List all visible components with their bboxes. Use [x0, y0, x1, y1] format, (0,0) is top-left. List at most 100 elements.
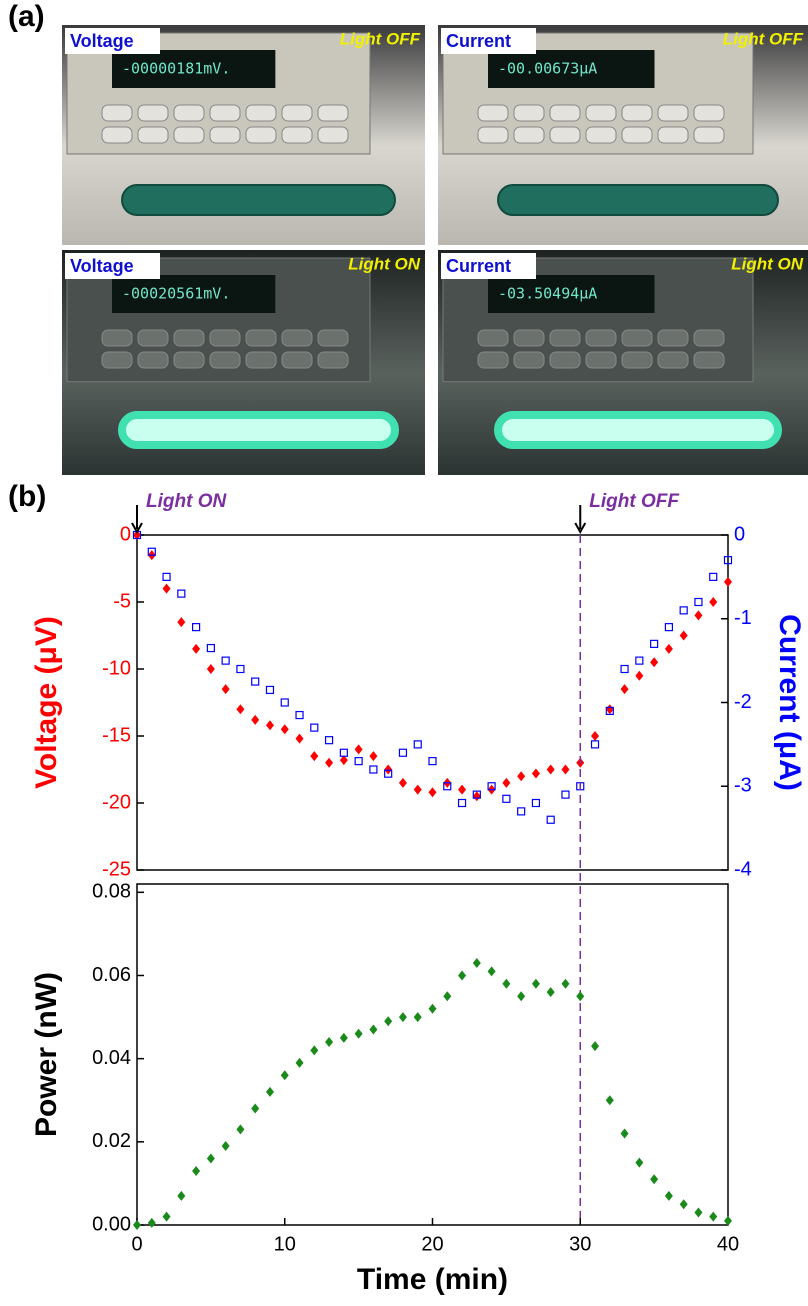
data-point — [251, 1103, 260, 1114]
meter-button — [621, 126, 653, 144]
data-point — [635, 656, 644, 665]
annotation: Light ON — [146, 491, 227, 512]
x-tick-label: 0 — [131, 1233, 142, 1255]
meter-button — [245, 104, 277, 122]
data-point — [339, 748, 348, 757]
meter-button — [693, 329, 725, 347]
y-axis-label: Power (nW) — [30, 972, 63, 1137]
data-point — [694, 610, 703, 621]
meter-button — [137, 104, 169, 122]
meter-button — [209, 329, 241, 347]
data-point — [177, 1190, 186, 1201]
data-point — [472, 790, 481, 799]
meter-button — [317, 329, 349, 347]
meter-button — [101, 351, 133, 369]
light-tube — [494, 411, 782, 449]
data-point — [531, 798, 541, 808]
data-point — [147, 547, 156, 556]
photo-label: Voltage — [70, 256, 134, 276]
meter-button — [281, 126, 313, 144]
data-point — [724, 1215, 732, 1226]
data-point — [664, 623, 674, 632]
meter-button — [173, 351, 205, 369]
data-point — [413, 740, 422, 749]
meter-button — [585, 351, 617, 369]
label-box — [65, 28, 160, 54]
data-point — [709, 1211, 718, 1222]
y-tick-label: 0.02 — [92, 1130, 131, 1152]
data-point — [650, 657, 659, 668]
data-point — [679, 1199, 688, 1210]
meter-reading: -00000181mV. — [122, 60, 230, 78]
data-point — [280, 724, 289, 735]
meter-button — [209, 126, 241, 144]
data-point — [384, 769, 393, 778]
y2-tick-label: 0 — [734, 523, 745, 545]
data-point — [162, 572, 171, 581]
meter-reading: -00020561mV. — [122, 285, 230, 303]
x-tick-label: 30 — [569, 1233, 591, 1255]
data-point — [133, 1220, 141, 1230]
meter-button — [513, 104, 545, 122]
meter-button — [245, 329, 277, 347]
x-tick-label: 40 — [717, 1233, 739, 1255]
meter-display — [488, 275, 655, 313]
meter-button — [317, 126, 349, 144]
data-point — [561, 790, 570, 799]
meter-button — [245, 126, 277, 144]
data-point — [177, 589, 186, 598]
y-tick-label: 0.04 — [92, 1047, 131, 1069]
data-point — [443, 991, 452, 1002]
arrow — [131, 505, 143, 535]
data-point — [679, 606, 688, 615]
data-point — [192, 623, 201, 632]
meter-button — [549, 351, 581, 369]
meter-button — [549, 329, 581, 347]
meter-button — [693, 126, 725, 144]
data-point — [206, 643, 215, 653]
data-point — [236, 1124, 245, 1135]
meter-button — [585, 104, 617, 122]
meter-button — [173, 329, 205, 347]
data-point — [265, 685, 275, 695]
y-axis-label: Voltage (μV) — [30, 616, 63, 789]
data-point — [162, 583, 171, 594]
data-point — [517, 807, 526, 816]
meter-button — [209, 104, 241, 122]
meter-button — [621, 329, 653, 347]
data-point — [325, 757, 334, 768]
x-axis-label: Time (min) — [357, 1263, 508, 1296]
x-tick-label: 20 — [421, 1233, 443, 1255]
meter-button — [101, 329, 133, 347]
meter-button — [477, 351, 509, 369]
data-point — [325, 1037, 334, 1048]
data-point — [694, 597, 703, 607]
data-point — [398, 777, 407, 788]
light-state: Light ON — [348, 254, 420, 273]
y-tick-label: 0 — [120, 523, 131, 545]
data-point — [369, 1024, 378, 1035]
data-point — [561, 764, 570, 775]
light-tube — [497, 184, 779, 216]
y-tick-label: 0.06 — [92, 964, 131, 986]
data-point — [517, 771, 526, 782]
meter-button — [317, 104, 349, 122]
data-point — [635, 670, 644, 681]
data-point — [472, 791, 481, 802]
meter-reading: -00.00673µA — [498, 60, 597, 78]
data-point — [428, 1003, 437, 1014]
data-point — [221, 684, 230, 695]
meter-button — [209, 351, 241, 369]
data-point — [413, 784, 422, 795]
label-box — [441, 28, 536, 54]
data-point — [324, 736, 334, 745]
data-point — [369, 765, 378, 774]
label-box — [65, 253, 160, 279]
y2-axis-label: Current (μA) — [773, 614, 806, 791]
data-point — [591, 731, 600, 741]
meter-button — [549, 104, 581, 122]
data-point — [251, 714, 260, 725]
data-point — [591, 1041, 600, 1052]
data-point — [354, 744, 363, 755]
